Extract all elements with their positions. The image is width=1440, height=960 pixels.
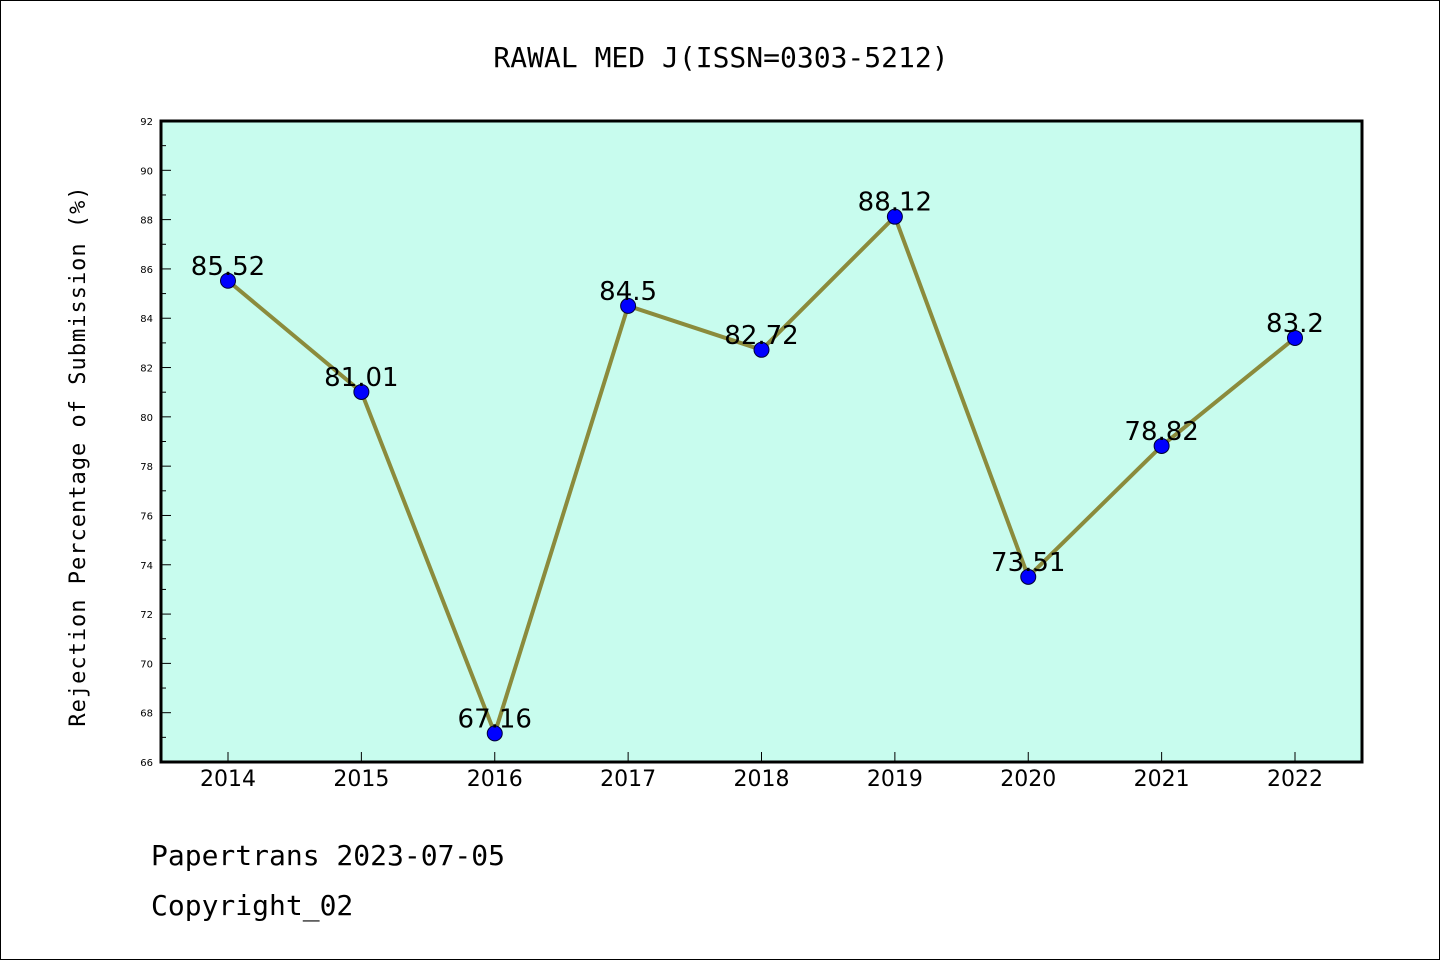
x-tick-label: 2021	[1134, 767, 1190, 792]
x-tick-label: 2016	[467, 767, 523, 792]
y-tick-label: 84	[140, 314, 153, 325]
chart-title: RAWAL MED J(ISSN=0303-5212)	[493, 41, 948, 74]
data-label: 88.12	[858, 188, 932, 218]
data-point	[353, 383, 370, 400]
x-tick-label: 2020	[1000, 767, 1056, 792]
y-tick-label: 82	[140, 364, 153, 375]
x-tick-label: 2022	[1267, 767, 1323, 792]
y-tick-label: 80	[140, 413, 153, 424]
y-tick-label: 66	[140, 758, 153, 769]
data-point	[1153, 437, 1170, 454]
data-point	[486, 725, 503, 742]
data-point	[1020, 568, 1037, 585]
y-axis-ticks: 66 68 70 72 74 76 78 80 82 84 86 88 90 92	[140, 117, 171, 769]
x-tick-label: 2017	[600, 767, 656, 792]
data-label: 84.5	[599, 277, 657, 307]
data-label: 67.16	[458, 704, 532, 734]
y-axis-label: Rejection Percentage of Submission (%)	[66, 185, 91, 726]
data-points	[220, 208, 1303, 742]
x-tick-label: 2018	[734, 767, 790, 792]
footer-copyright-text: Copyright_02	[151, 889, 353, 923]
y-tick-label: 74	[140, 561, 153, 572]
data-label: 73.51	[991, 548, 1065, 578]
data-label: 82.72	[724, 321, 798, 351]
data-label: 81.01	[324, 363, 398, 393]
data-point	[620, 297, 637, 314]
data-point	[220, 272, 236, 289]
y-tick-label: 72	[140, 610, 153, 621]
data-label: 83.2	[1266, 309, 1324, 339]
y-tick-label: 68	[140, 709, 153, 720]
data-point	[1287, 329, 1303, 346]
data-point	[886, 208, 903, 225]
x-axis-ticks: 2014 2015 2016 2017 2018 2019 2020 2021 2022	[200, 752, 1323, 792]
x-tick-label: 2014	[200, 767, 256, 792]
data-label: 78.82	[1124, 417, 1198, 447]
y-tick-label: 92	[140, 117, 153, 128]
y-tick-label: 90	[140, 166, 153, 177]
y-tick-label: 78	[140, 462, 153, 473]
y-tick-label: 88	[140, 216, 153, 227]
footer-date-text: Papertrans 2023-07-05	[151, 839, 505, 872]
x-tick-label: 2019	[867, 767, 923, 792]
data-label: 85.52	[191, 252, 265, 282]
x-tick-label: 2015	[333, 767, 389, 792]
y-tick-label: 86	[140, 265, 153, 276]
y-tick-label: 76	[140, 511, 153, 522]
data-point	[753, 341, 770, 358]
data-labels: 85.52 81.01 67.16 84.5 82.72 88.12 73.51 78.82 8…	[191, 188, 1324, 735]
y-tick-label: 70	[140, 659, 153, 670]
